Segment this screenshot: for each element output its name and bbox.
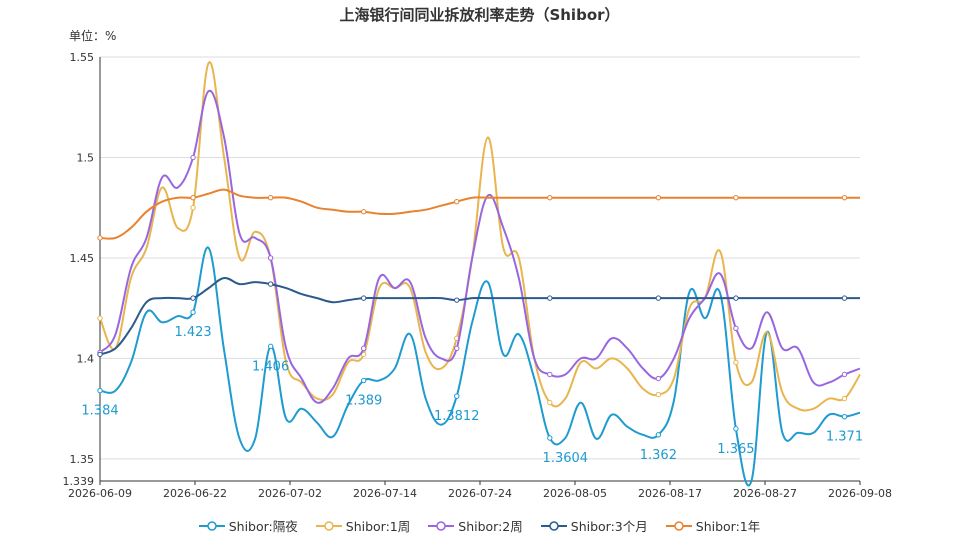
series-point [547, 371, 553, 378]
legend-item[interactable]: Shibor:隔夜 [198, 516, 298, 535]
legend-label: Shibor:3个月 [570, 519, 648, 534]
chart-title: 上海银行间同业拆放利率走势（Shibor） [339, 6, 620, 24]
series-point [190, 205, 196, 211]
series-point [655, 194, 662, 201]
series-point [733, 359, 739, 366]
data-label: 1.3604 [543, 451, 589, 466]
series-point [360, 345, 367, 352]
legend-marker-icon [315, 520, 342, 531]
series-point [190, 194, 196, 201]
series-point [267, 194, 274, 201]
series-point [547, 295, 553, 301]
x-tick-label: 2026-08-27 [733, 487, 797, 500]
series-point [267, 255, 274, 261]
series-point [733, 194, 739, 201]
series-point [97, 351, 103, 358]
x-tick-label: 2026-07-14 [353, 487, 417, 500]
y-tick-label: 1.55 [70, 51, 95, 64]
y-tick-label: 1.35 [70, 453, 95, 466]
x-tick-label: 2026-06-22 [163, 487, 227, 500]
x-tick-label: 2026-07-02 [258, 487, 322, 500]
series-point [97, 235, 103, 241]
data-label: 1.384 [81, 404, 118, 419]
series-point [454, 393, 460, 399]
series-point [841, 295, 848, 301]
series-point [655, 391, 662, 398]
series-point [190, 295, 196, 301]
y-tick-label: 1.45 [70, 252, 95, 265]
y-tick-label: 1.5 [77, 151, 95, 164]
legend-label: Shibor:1年 [695, 519, 761, 534]
series-point [841, 371, 848, 378]
data-label: 1.3812 [434, 409, 480, 424]
y-tick-label: 1.339 [63, 475, 95, 488]
legend: Shibor:隔夜 Shibor:1周 Shibor:2周 Shibor:3个月 Shi… [0, 516, 959, 535]
series-point [733, 325, 739, 331]
axis-layer: 1.339 1.35 1.4 1.45 1.5 1.55 2026-06-09 2026-06… [63, 51, 892, 500]
series-point [267, 343, 274, 350]
x-tick-label: 2026-09-08 [828, 487, 892, 500]
series-point [655, 432, 662, 438]
data-label: 1.389 [345, 394, 382, 409]
series-point [454, 198, 460, 205]
series-point [267, 281, 274, 287]
series-point [454, 297, 460, 303]
x-tick-label: 2026-07-24 [448, 487, 512, 500]
legend-marker-icon [198, 520, 225, 531]
series-point [97, 387, 103, 394]
data-label: 1.371 [826, 430, 863, 445]
series-point [190, 154, 196, 161]
y-tick-label: 1.4 [77, 352, 95, 365]
legend-item[interactable]: Shibor:1周 [315, 516, 411, 535]
line-chart: 1.339 1.35 1.4 1.45 1.5 1.55 2026-06-09 2026-06… [63, 51, 892, 500]
series-point [841, 194, 848, 201]
unit-label: 单位：% [69, 29, 117, 43]
legend-label: Shibor:2周 [458, 519, 523, 534]
series-point [547, 194, 553, 201]
legend-marker-icon [428, 520, 455, 531]
legend-label: Shibor:隔夜 [228, 519, 298, 534]
legend-item[interactable]: Shibor:1年 [665, 516, 761, 535]
series-point [547, 399, 553, 406]
legend-marker-icon [540, 520, 567, 531]
x-tick-label: 2026-06-09 [68, 487, 132, 500]
series-point [547, 435, 553, 441]
series-line-2 [99, 90, 861, 404]
series-point [190, 309, 196, 315]
data-label: 1.406 [252, 359, 289, 374]
series-point [97, 315, 103, 321]
series-point [360, 209, 367, 215]
legend-marker-icon [665, 520, 692, 531]
data-label: 1.362 [640, 448, 677, 463]
series-line-0 [99, 246, 861, 487]
series-point [655, 375, 662, 382]
series-point [454, 345, 460, 352]
data-label: 1.365 [717, 442, 754, 457]
legend-item[interactable]: Shibor:2周 [428, 516, 523, 535]
series-point [655, 295, 662, 301]
legend-label: Shibor:1周 [345, 519, 411, 534]
series-point [841, 413, 848, 420]
series-point [841, 395, 848, 402]
series-point [733, 426, 739, 432]
data-label-layer: 1.384 1.423 1.406 1.389 1.3812 1.3604 1.362 1.3… [81, 325, 863, 466]
series-layer [97, 61, 861, 487]
series-point [360, 295, 367, 301]
x-tick-label: 2026-08-05 [543, 487, 607, 500]
series-point [360, 377, 367, 384]
data-label: 1.423 [174, 325, 211, 340]
x-tick-label: 2026-08-17 [638, 487, 702, 500]
legend-item[interactable]: Shibor:3个月 [540, 516, 648, 535]
series-point [733, 295, 739, 301]
